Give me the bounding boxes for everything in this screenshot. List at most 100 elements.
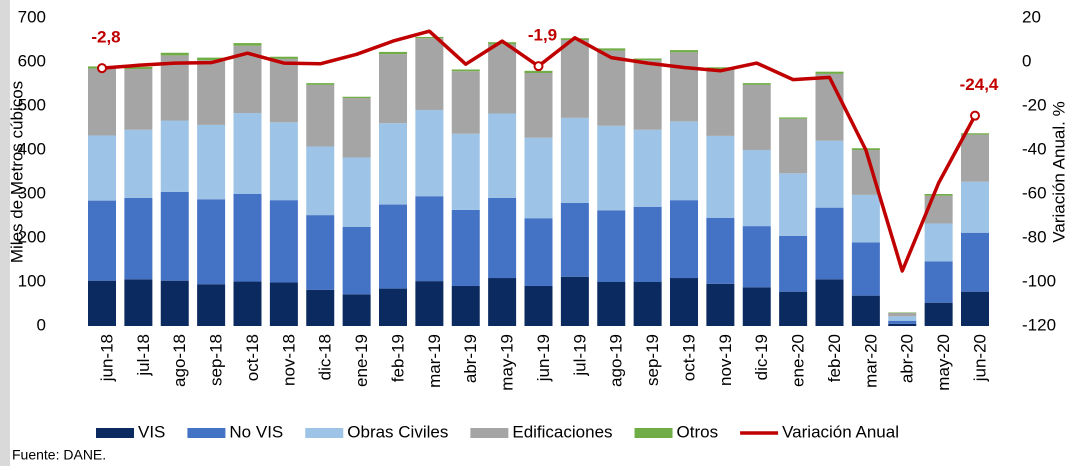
bar-segment [816, 74, 844, 141]
bar-segment [306, 215, 334, 290]
bar-segment [415, 38, 443, 110]
x-tick-label: feb-20 [825, 334, 844, 382]
bar-segment [161, 192, 189, 281]
y2-axis-label: Variación Anual. % [1049, 101, 1068, 242]
bar-segment [270, 59, 298, 122]
legend-swatch [635, 428, 673, 438]
bar-segment [706, 69, 734, 136]
x-tick-label: nov-18 [279, 334, 298, 386]
bar-segment [706, 284, 734, 326]
legend-label: No VIS [229, 422, 283, 441]
bar-segment [379, 205, 407, 289]
bar-segment [488, 44, 516, 113]
bar-segment [670, 121, 698, 200]
bar-segment [888, 316, 916, 320]
legend-label: Obras Civiles [347, 422, 448, 441]
bar-segment [852, 195, 880, 243]
bar-segment [415, 281, 443, 326]
bar-segment [634, 207, 662, 282]
bar-segment [88, 201, 116, 281]
x-tick-label: sep-19 [643, 334, 662, 386]
bar-segment [670, 278, 698, 326]
x-tick-label: jul-18 [134, 334, 153, 377]
y2-tick-label: -80 [1022, 227, 1047, 246]
bar-segment [124, 198, 152, 279]
bar-segment [88, 69, 116, 136]
bar-segment [452, 134, 480, 210]
x-tick-label: ago-19 [607, 334, 626, 387]
bar-segment [816, 208, 844, 280]
y-tick-label: 500 [18, 95, 46, 114]
bar-segment [597, 126, 625, 210]
bar-segment [379, 123, 407, 204]
bar-segment [234, 113, 262, 194]
x-tick-label: oct-18 [243, 334, 262, 381]
bar-segment [743, 83, 771, 85]
bar-segment [888, 321, 916, 324]
x-tick-label: mar-20 [861, 334, 880, 388]
bar-segment [415, 196, 443, 281]
data-label: -24,4 [960, 75, 999, 94]
bar-segment [670, 200, 698, 278]
bar-segment [525, 138, 553, 219]
legend-swatch [470, 428, 508, 438]
x-tick-label: jul-19 [570, 334, 589, 377]
bar-segment [306, 83, 334, 85]
x-tick-label: may-19 [498, 334, 517, 391]
x-tick-label: feb-19 [388, 334, 407, 382]
x-tick-label: jun-19 [534, 334, 553, 382]
bar-segment [343, 98, 371, 157]
bar-segment [452, 71, 480, 133]
bar-segment [197, 199, 225, 284]
bar-segment [779, 236, 807, 292]
bar-segment [234, 43, 262, 46]
legend-label: VIS [138, 422, 165, 441]
x-tick-label: mar-19 [425, 334, 444, 388]
bar-segment [270, 282, 298, 326]
bar-segment [452, 69, 480, 71]
data-label: -1,9 [528, 26, 557, 45]
bar-segment [743, 226, 771, 287]
y-tick-label: 0 [37, 315, 46, 334]
bar-segment [597, 210, 625, 282]
bar-segment [634, 282, 662, 326]
bar-segment [961, 233, 989, 292]
bar-segment [343, 97, 371, 98]
legend-label: Otros [677, 422, 719, 441]
bar-segment [525, 218, 553, 286]
bar-segment [124, 69, 152, 130]
line-marker [98, 64, 106, 72]
x-tick-label: ene-19 [352, 334, 371, 387]
source-note: Fuente: DANE. [12, 447, 106, 463]
bar-segment [561, 277, 589, 326]
line-marker [971, 112, 979, 120]
y-tick-label: 100 [18, 271, 46, 290]
bar-segment [779, 117, 807, 118]
bar-segment [306, 146, 334, 215]
legend-label: Edificaciones [512, 422, 612, 441]
bar-segment [379, 54, 407, 123]
bar-segment [597, 51, 625, 126]
bar-segment [597, 282, 625, 326]
bar-segment [743, 287, 771, 326]
bar-segment [124, 130, 152, 198]
bar-segment [779, 173, 807, 235]
x-tick-label: ago-18 [170, 334, 189, 387]
bar-segment [816, 72, 844, 74]
x-tick-label: abr-20 [898, 334, 917, 383]
bar-segment [88, 281, 116, 326]
y2-tick-label: 0 [1022, 51, 1031, 70]
bar-segment [161, 281, 189, 326]
bar-segment [561, 40, 589, 118]
y2-tick-label: -40 [1022, 139, 1047, 158]
bar-segment [270, 200, 298, 282]
bar-segment [197, 60, 225, 125]
bar-segment [961, 182, 989, 233]
x-tick-label: jun-18 [97, 334, 116, 382]
bar-segment [452, 286, 480, 326]
bar-segment [197, 284, 225, 326]
bar-segment [306, 290, 334, 326]
bar-segment [270, 57, 298, 59]
bar-segment [888, 313, 916, 317]
x-tick-label: dic-19 [752, 334, 771, 380]
